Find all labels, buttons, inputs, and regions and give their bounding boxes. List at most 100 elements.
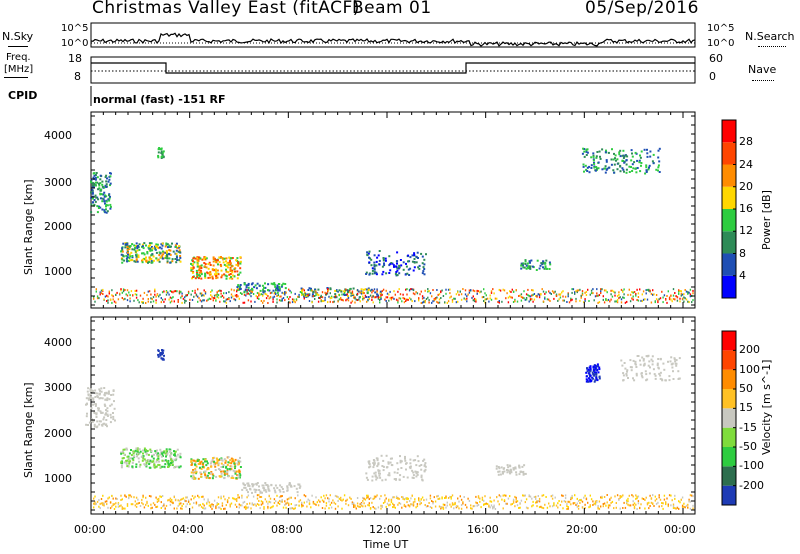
ground-scatter-point — [613, 507, 615, 510]
ground-scatter-point — [294, 497, 296, 500]
ground-scatter-point — [473, 290, 476, 293]
echo-point — [215, 277, 218, 280]
ground-scatter-point — [155, 295, 157, 298]
echo-point — [678, 357, 681, 360]
echo-point — [590, 156, 593, 159]
ground-scatter-point — [94, 495, 96, 498]
power-ytick-3000: 3000 — [44, 176, 72, 189]
ground-scatter-point — [451, 300, 454, 303]
echo-point — [104, 211, 107, 214]
ground-scatter-point — [431, 295, 433, 298]
echo-point — [200, 271, 203, 274]
echo-point — [128, 457, 131, 460]
ground-scatter-point — [649, 505, 651, 507]
ground-scatter-point — [576, 505, 578, 508]
colorbar-segment — [722, 389, 736, 409]
echo-point — [211, 277, 214, 280]
echo-point — [278, 286, 281, 288]
echo-point — [373, 462, 376, 465]
echo-point — [140, 455, 143, 458]
ground-scatter-point — [238, 496, 240, 499]
ground-scatter-point — [371, 299, 373, 301]
echo-point — [590, 167, 593, 169]
ground-scatter-point — [263, 290, 265, 293]
echo-point — [96, 425, 99, 428]
ground-scatter-point — [148, 290, 151, 293]
echo-point — [678, 377, 681, 380]
ground-scatter-point — [239, 504, 242, 507]
ground-scatter-point — [420, 498, 422, 501]
echo-point — [120, 253, 123, 256]
ground-scatter-point — [489, 294, 491, 297]
echo-point — [93, 423, 96, 426]
ground-scatter-point — [674, 298, 676, 301]
ground-scatter-point — [265, 293, 268, 296]
echo-point — [126, 249, 129, 251]
ground-scatter-point — [460, 298, 463, 301]
ground-scatter-point — [540, 505, 542, 508]
ground-scatter-point — [236, 505, 238, 508]
echo-point — [175, 455, 178, 458]
echo-point — [646, 152, 649, 155]
echo-point — [152, 460, 155, 463]
ground-scatter-point — [312, 502, 315, 505]
echo-point — [104, 398, 107, 401]
ground-scatter-point — [369, 507, 372, 510]
ground-scatter-point — [267, 505, 269, 508]
colorbar-tick-label: 200 — [739, 343, 760, 357]
ground-scatter-point — [369, 497, 372, 500]
echo-point — [370, 288, 373, 291]
echo-point — [582, 147, 585, 150]
echo-point — [229, 261, 232, 264]
ground-scatter-point — [213, 499, 216, 502]
colorbar-tick-label: 50 — [739, 382, 753, 395]
echo-point — [659, 358, 662, 361]
ground-scatter-point — [359, 296, 361, 298]
echo-point — [213, 463, 216, 466]
echo-point — [203, 258, 206, 261]
echo-point — [171, 242, 173, 245]
ground-scatter-point — [645, 292, 647, 295]
echo-point — [100, 197, 102, 200]
ground-scatter-point — [276, 494, 278, 497]
echo-point — [126, 455, 129, 458]
echo-point — [126, 256, 129, 258]
echo-point — [136, 247, 139, 250]
echo-point — [645, 355, 648, 358]
echo-point — [247, 491, 249, 494]
ground-scatter-point — [659, 498, 662, 501]
echo-point — [623, 161, 626, 164]
ground-scatter-point — [351, 501, 354, 504]
echo-point — [113, 400, 115, 403]
echo-point — [586, 148, 589, 151]
ground-scatter-point — [229, 300, 231, 303]
ground-scatter-point — [200, 495, 203, 498]
ground-scatter-point — [278, 503, 281, 505]
echo-point — [619, 170, 622, 173]
ground-scatter-point — [312, 500, 315, 503]
ground-scatter-point — [551, 497, 554, 500]
echo-point — [101, 183, 104, 186]
echo-point — [239, 284, 242, 286]
echo-point — [155, 243, 158, 246]
echo-point — [93, 174, 96, 177]
ground-scatter-point — [311, 289, 313, 292]
ground-scatter-point — [184, 301, 186, 304]
ground-scatter-point — [689, 494, 692, 497]
ground-scatter-point — [662, 296, 664, 299]
ground-scatter-point — [197, 288, 199, 291]
echo-point — [105, 211, 108, 214]
echo-point — [387, 462, 390, 465]
ground-scatter-point — [291, 507, 294, 510]
ground-scatter-point — [212, 299, 214, 302]
ground-scatter-point — [505, 502, 507, 505]
ground-scatter-point — [260, 293, 263, 296]
ground-scatter-point — [103, 298, 105, 301]
echo-point — [343, 290, 345, 293]
xtick-5: 20:00 — [566, 523, 598, 536]
ground-scatter-point — [453, 503, 455, 506]
echo-point — [274, 484, 277, 487]
echo-point — [160, 247, 163, 250]
ground-scatter-point — [98, 499, 100, 502]
ground-scatter-point — [208, 297, 211, 300]
